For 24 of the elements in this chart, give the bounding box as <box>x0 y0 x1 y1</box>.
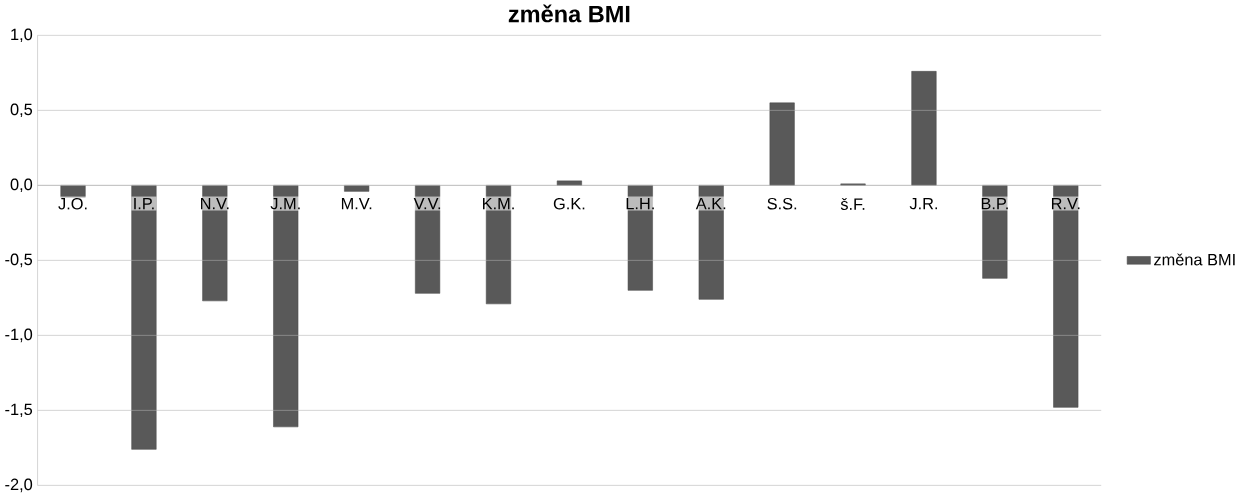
y-tick-label: -2,0 <box>5 478 33 493</box>
x-tick-label: G.K. <box>553 198 585 210</box>
x-tick-label: B.P. <box>981 198 1008 210</box>
x-tick-label: N.V. <box>201 198 229 210</box>
y-tick-label: -0,5 <box>5 253 33 268</box>
x-tick-label: S.S. <box>767 198 797 210</box>
y-tick-label: 1,0 <box>11 28 33 43</box>
x-tick-label: š.F. <box>840 198 865 211</box>
x-tick-label: M.V. <box>341 198 372 210</box>
y-tick-label: 0,5 <box>10 103 33 118</box>
x-tick-label: A.K. <box>695 198 726 210</box>
chart-title: změna BMI <box>508 4 630 23</box>
x-tick-label: J.O. <box>58 198 87 210</box>
x-tick-label: V.V. <box>413 198 441 210</box>
legend-label: změna BMI <box>1154 253 1235 266</box>
x-tick-label: K.M. <box>483 198 514 210</box>
y-tick-label: 0,0 <box>10 178 33 193</box>
x-tick-label: I.P. <box>134 198 154 210</box>
y-tick-label: -1,5 <box>5 403 33 418</box>
x-tick-label: R.V. <box>1051 198 1080 210</box>
x-tick-label: J.R. <box>909 198 938 210</box>
y-tick-label: -1,0 <box>5 328 33 343</box>
x-tick-label: J.M. <box>270 198 300 210</box>
x-tick-label: L.H. <box>626 198 654 210</box>
